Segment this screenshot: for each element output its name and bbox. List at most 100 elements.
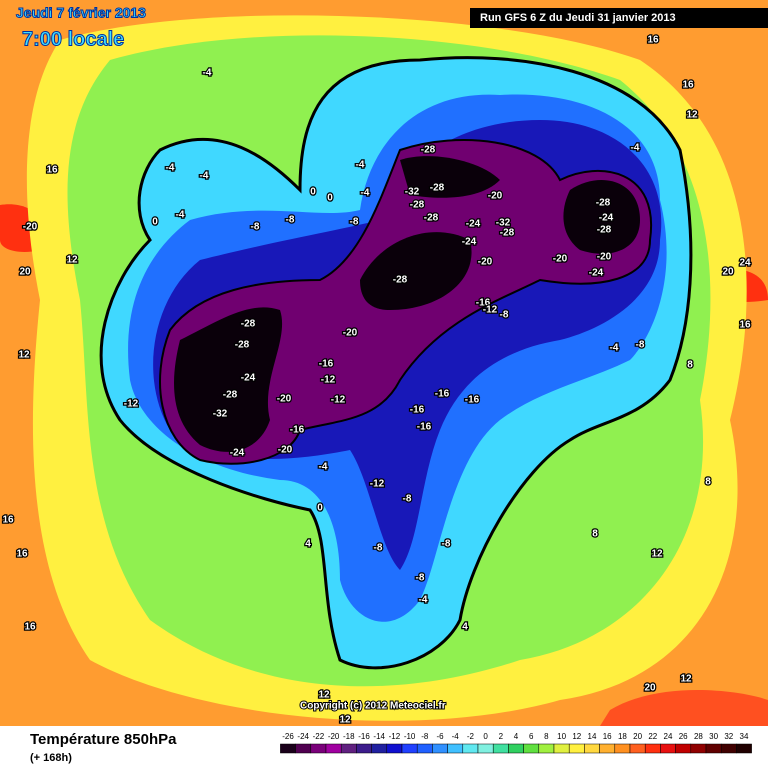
scale-tick-label: 20: [633, 732, 642, 741]
contour-label: 0: [310, 187, 316, 198]
contour-label: -28: [393, 275, 408, 286]
contour-label: -8: [350, 217, 359, 228]
contour-label: 12: [680, 674, 692, 685]
contour-label: -4: [356, 160, 365, 171]
contour-label: 4: [305, 539, 311, 550]
contour-label: 12: [66, 255, 78, 266]
scale-swatch: [295, 743, 312, 754]
contour-label: -24: [599, 213, 614, 224]
contour-label: 20: [722, 267, 734, 278]
contour-label: -8: [251, 222, 260, 233]
field-title: Température 850hPa: [30, 731, 177, 748]
lead-time: (+ 168h): [30, 752, 72, 764]
scale-tick-label: -4: [452, 732, 460, 741]
color-scale: -26 -24 -22 -20 -18 -16 -14 -12 -10 -8 -6 -4 -2 0 2 4 6 8…: [280, 732, 752, 754]
contour-label: -4: [176, 210, 185, 221]
contour-label: 0: [317, 503, 323, 514]
contour-label: -20: [23, 222, 38, 233]
scale-tick-label: -24: [297, 732, 309, 741]
contour-label: 16: [739, 320, 751, 331]
scale-swatch: [660, 743, 676, 754]
contour-label: 0: [152, 217, 158, 228]
scale-tick-label: 6: [529, 732, 534, 741]
scale-tick-label: 14: [588, 732, 597, 741]
scale-tick-label: -12: [389, 732, 401, 741]
scale-tick-label: 12: [572, 732, 581, 741]
contour-label: -24: [241, 373, 256, 384]
contour-label: 20: [19, 267, 31, 278]
scale-swatch: [675, 743, 692, 754]
contour-label: -20: [597, 252, 612, 263]
contour-label: 8: [687, 360, 693, 371]
contour-label: 0: [327, 193, 333, 204]
scale-tick-label: 10: [557, 732, 566, 741]
scale-swatch: [340, 743, 357, 754]
contour-label: -4: [361, 188, 370, 199]
forecast-date: Jeudi 7 février 2013: [16, 5, 146, 21]
contour-label: -8: [442, 539, 451, 550]
contour-label: -32: [496, 218, 511, 229]
coldest-zones: [174, 156, 640, 452]
contour-label: 8: [592, 529, 598, 540]
scale-tick-label: 4: [514, 732, 519, 741]
scale-swatch: [629, 743, 646, 754]
scale-tick-label: -26: [282, 732, 294, 741]
contour-label: -16: [410, 405, 425, 416]
contour-label: 4: [462, 622, 468, 633]
scale-tick-label: 28: [694, 732, 703, 741]
contour-label: -28: [424, 213, 439, 224]
scale-tick-label: 2: [499, 732, 504, 741]
contour-label: -28: [410, 200, 425, 211]
contour-label: -28: [430, 183, 445, 194]
scale-swatch: [599, 743, 616, 754]
scale-tick-label: -2: [467, 732, 475, 741]
cold-core: [400, 156, 500, 198]
contour-label: -16: [435, 389, 450, 400]
scale-swatch: [690, 743, 707, 754]
scale-swatch: [477, 743, 494, 754]
scale-tick-label: -10: [404, 732, 416, 741]
contour-label: 8: [705, 477, 711, 488]
contour-label: -28: [421, 145, 436, 156]
scale-swatch: [416, 743, 433, 754]
contour-label: -12: [370, 479, 385, 490]
contour-label: -24: [589, 268, 604, 279]
scale-swatch: [736, 743, 752, 754]
scale-tick-label: 34: [740, 732, 749, 741]
contour-label: -12: [483, 305, 498, 316]
contour-label: -8: [403, 494, 412, 505]
scale-swatch: [356, 743, 372, 754]
contour-label: 16: [46, 165, 58, 176]
contour-label: -24: [462, 237, 477, 248]
scale-swatch: [584, 743, 600, 754]
contour-label: -16: [319, 359, 334, 370]
scale-tick-label: 22: [648, 732, 657, 741]
contour-label: -28: [235, 340, 250, 351]
contour-label: -4: [610, 343, 619, 354]
scale-swatch: [492, 743, 509, 754]
contour-label: -20: [278, 445, 293, 456]
contour-label: -24: [230, 448, 245, 459]
contour-label: -32: [405, 187, 420, 198]
contour-label: 20: [644, 683, 656, 694]
contour-label: -32: [213, 409, 228, 420]
scale-tick-label: -6: [436, 732, 444, 741]
contour-label: -20: [277, 394, 292, 405]
contour-label: -28: [500, 228, 515, 239]
contour-label: -4: [166, 163, 175, 174]
scale-tick-label: 30: [709, 732, 718, 741]
cold-core: [360, 232, 472, 310]
contour-label: -12: [124, 399, 139, 410]
scale-tick-label: 0: [483, 732, 488, 741]
scale-swatch: [644, 743, 661, 754]
contour-label: -4: [200, 171, 209, 182]
scale-swatch: [401, 743, 418, 754]
contour-label: -8: [374, 543, 383, 554]
contour-label: -16: [476, 298, 491, 309]
contour-label: 16: [647, 35, 659, 46]
contour-label: -16: [290, 425, 305, 436]
scale-tick-label: 24: [664, 732, 673, 741]
